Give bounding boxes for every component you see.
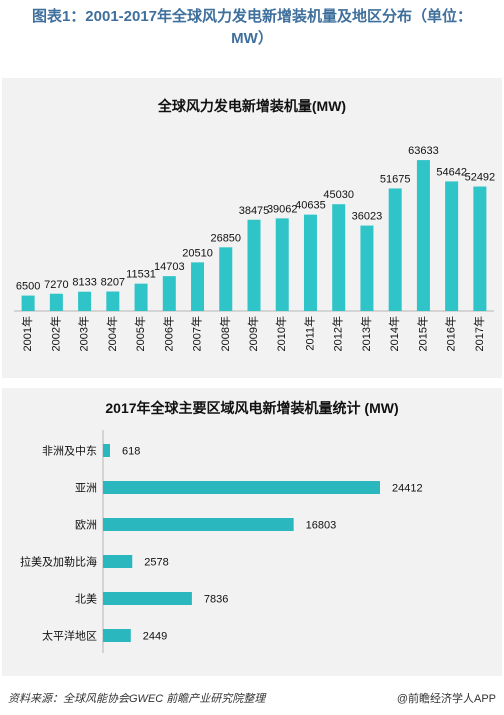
bar	[191, 262, 205, 311]
data-label: 51675	[380, 173, 411, 185]
bar	[134, 283, 148, 311]
data-label: 54642	[436, 166, 467, 178]
x-tick-label: 2004年	[105, 316, 119, 351]
region-chart-title: 2017年全球主要区域风电新增装机量统计 (MW)	[105, 400, 399, 416]
data-label: 45030	[323, 189, 354, 201]
data-label: 26850	[210, 232, 241, 244]
bar	[103, 629, 131, 642]
data-label: 20510	[182, 247, 213, 259]
x-tick-label: 2003年	[77, 316, 91, 351]
y-tick-label: 非洲及中东	[42, 445, 97, 458]
figure-title: 图表1：2001-2017年全球风力发电新增装机量及地区分布（单位： MW）	[0, 6, 504, 50]
bar	[219, 247, 233, 311]
x-tick-label: 2016年	[444, 316, 458, 351]
brand-label: @前瞻经济学人APP	[396, 693, 496, 705]
x-tick-label: 2008年	[218, 316, 232, 351]
bar	[247, 219, 261, 311]
region-bar-chart: 非洲及中东 618 亚洲 24412 欧洲 16803 拉美及加勒比海 2578 北美 7836 太…	[20, 430, 423, 653]
y-tick-label: 拉美及加勒比海	[20, 555, 97, 569]
bar	[49, 293, 63, 311]
x-tick-label: 2010年	[274, 316, 288, 351]
data-label: 52492	[465, 172, 496, 184]
bar	[103, 518, 294, 531]
y-tick-label: 太平洋地区	[42, 629, 97, 643]
x-tick-label: 2011年	[302, 316, 316, 351]
data-label: 24412	[392, 483, 423, 495]
data-label: 36023	[352, 211, 383, 223]
bar	[21, 295, 35, 311]
bar	[103, 592, 192, 605]
x-tick-label: 2013年	[359, 316, 373, 351]
data-label: 8207	[101, 277, 125, 289]
data-label: 16803	[306, 520, 337, 532]
x-tick-label: 2015年	[415, 316, 429, 351]
data-label: 2578	[144, 557, 168, 569]
annual-bar-chart: 6500 2001年 7270 2002年 8133 2003年 8207 2004年 1153…	[14, 145, 496, 351]
x-tick-label: 2012年	[331, 316, 345, 351]
bar	[445, 181, 459, 311]
bar	[78, 291, 92, 311]
data-label: 7270	[44, 279, 68, 291]
bar	[303, 214, 317, 311]
bar	[473, 186, 487, 311]
data-label: 40635	[295, 200, 326, 212]
bar	[103, 555, 133, 568]
data-label: 11531	[126, 269, 156, 281]
annual-chart-title: 全球风力发电新增装机量(MW)	[157, 98, 347, 114]
y-tick-label: 亚洲	[75, 483, 97, 495]
source-note: 资料来源：全球风能协会GWEC 前瞻产业研究院整理	[8, 693, 266, 705]
bar	[275, 218, 289, 311]
data-label: 6500	[16, 281, 40, 293]
figure-title-line2: MW）	[231, 30, 273, 47]
figure-title-line1: 图表1：2001-2017年全球风力发电新增装机量及地区分布（单位：	[31, 8, 473, 25]
x-tick-label: 2001年	[20, 316, 34, 351]
annual-chart-panel: 全球风力发电新增装机量(MW) 6500 2001年 7270 2002年 8133 20…	[2, 78, 502, 378]
data-label: 8133	[72, 277, 96, 289]
y-tick-label: 欧洲	[75, 519, 97, 532]
bar	[332, 204, 346, 311]
x-tick-label: 2017年	[472, 316, 486, 351]
data-label: 7836	[204, 594, 228, 606]
data-label: 618	[122, 446, 140, 458]
bar	[103, 444, 111, 457]
bar	[360, 225, 374, 311]
x-tick-label: 2009年	[246, 316, 260, 351]
data-label: 63633	[408, 145, 439, 157]
bar	[388, 188, 402, 311]
data-label: 39062	[267, 203, 298, 215]
bar	[416, 160, 430, 311]
x-tick-label: 2002年	[48, 316, 62, 351]
x-tick-label: 2007年	[190, 316, 204, 351]
bar	[103, 481, 380, 494]
data-label: 2449	[143, 631, 167, 643]
bar	[162, 276, 176, 311]
x-tick-label: 2014年	[387, 316, 401, 351]
x-tick-label: 2006年	[161, 316, 175, 351]
data-label: 38475	[239, 205, 270, 217]
y-tick-label: 北美	[75, 593, 97, 606]
bar	[106, 291, 120, 311]
x-tick-label: 2005年	[133, 316, 147, 351]
data-label: 14703	[154, 261, 185, 273]
region-chart-panel: 2017年全球主要区域风电新增装机量统计 (MW) 非洲及中东 618 亚洲 2441…	[2, 388, 502, 676]
